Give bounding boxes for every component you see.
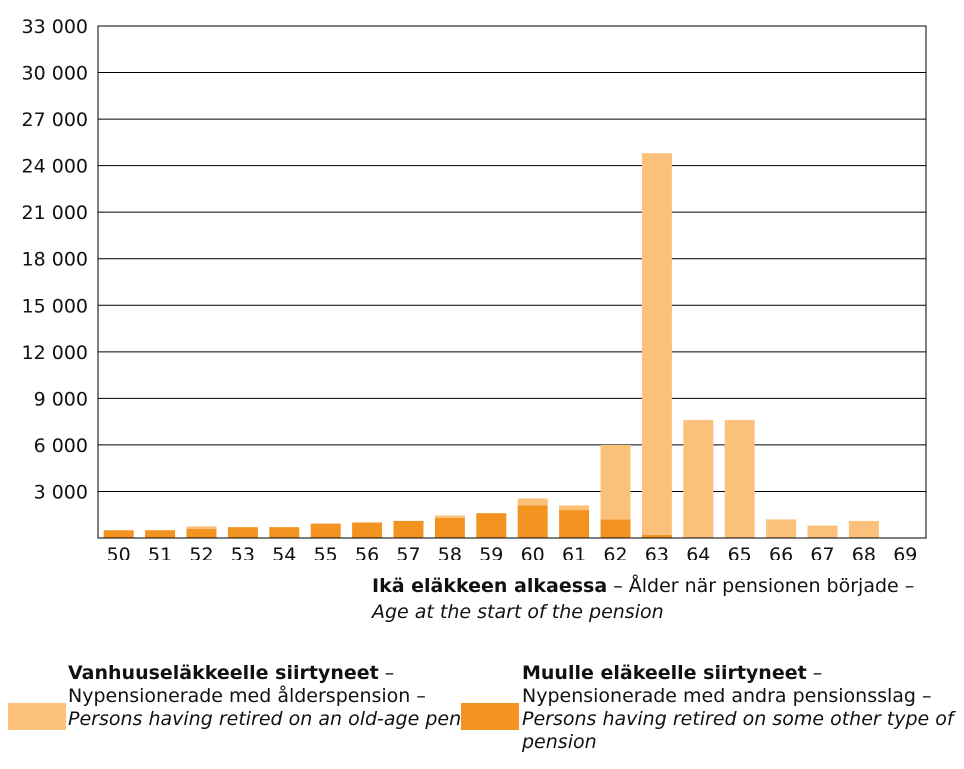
x-tick-label: 68 [852, 544, 876, 560]
x-tick-label: 51 [148, 544, 172, 560]
bar-old-age-65 [724, 420, 755, 538]
legend-old-age-fi-suffix: – [378, 662, 395, 684]
y-tick-label: 24 000 [22, 156, 88, 178]
legend-other-fi: Muulle eläkeelle siirtyneet [522, 662, 807, 684]
bars [103, 153, 879, 538]
x-tick-label: 50 [107, 544, 131, 560]
bar-other-61 [559, 510, 590, 538]
y-tick-labels: 3 000 6 000 9 000 12 000 15 000 18 000 21 000 2… [22, 16, 88, 503]
x-tick-label: 67 [810, 544, 834, 560]
x-tick-label: 63 [645, 544, 669, 560]
bar-old-age-52 [186, 526, 217, 529]
x-tick-label: 59 [479, 544, 503, 560]
bar-other-57 [393, 520, 424, 538]
legend-old-age-sv: Nypensionerade med ålderspension – [68, 685, 426, 707]
x-tick-label: 65 [728, 544, 752, 560]
bar-other-60 [517, 505, 548, 538]
bar-old-age-68 [848, 520, 879, 538]
x-tick-label: 61 [562, 544, 586, 560]
x-tick-label: 66 [769, 544, 793, 560]
y-tick-label: 12 000 [22, 342, 88, 364]
bar-old-age-55 [310, 523, 341, 525]
bar-other-54 [269, 527, 300, 538]
bar-other-58 [434, 517, 465, 538]
x-axis-title: Ikä eläkkeen alkaessa – Ålder när pensio… [372, 573, 914, 625]
x-tick-label: 62 [603, 544, 627, 560]
bar-other-55 [310, 524, 341, 538]
x-tick-label: 56 [355, 544, 379, 560]
bar-other-51 [145, 530, 176, 538]
x-axis-title-en: Age at the start of the pension [372, 601, 664, 623]
bar-other-52 [186, 528, 217, 538]
gridlines [98, 25, 926, 492]
x-axis-title-fi: Ikä eläkkeen alkaessa [372, 575, 608, 597]
y-tick-label: 9 000 [34, 388, 88, 410]
legend-old-age-fi: Vanhuuseläkkeelle siirtyneet [68, 662, 379, 684]
plot-frame [97, 25, 927, 539]
y-tick-label: 3 000 [34, 481, 88, 503]
bar-old-age-58 [434, 515, 465, 518]
x-tick-label: 54 [272, 544, 296, 560]
bar-old-age-60 [517, 498, 548, 506]
x-tick-label: 64 [686, 544, 710, 560]
legend-item-old-age: Vanhuuseläkkeelle siirtyneet – Nypension… [68, 662, 500, 731]
y-tick-label: 21 000 [22, 202, 88, 224]
legend-other-en: Persons having retired on some other typ… [522, 708, 954, 753]
legend-swatch-old-age [8, 703, 66, 730]
y-tick-label: 15 000 [22, 295, 88, 317]
legend-other-sv: Nypensionerade med andra pensionsslag – [522, 685, 932, 707]
legend-other-fi-suffix: – [806, 662, 823, 684]
x-tick-labels: 50 51 52 53 54 55 56 57 58 59 60 61 62 63 64 65 66 67 68 69 [107, 544, 918, 560]
bar-old-age-64 [683, 420, 714, 538]
legend-old-age-en: Persons having retired on an old-age pen… [68, 708, 500, 730]
y-tick-label: 27 000 [22, 109, 88, 131]
bar-chart: 3 000 6 000 9 000 12 000 15 000 18 000 21 000 2… [22, 16, 927, 560]
bar-other-56 [352, 522, 383, 538]
x-axis-title-sv: – Ålder när pensionen började – [607, 575, 915, 597]
x-tick-label: 53 [231, 544, 255, 560]
bar-old-age-61 [559, 505, 590, 511]
bar-old-age-67 [807, 525, 838, 538]
bar-old-age-62 [600, 444, 631, 520]
bar-other-50 [103, 530, 134, 538]
bar-old-age-66 [766, 519, 797, 538]
y-tick-label: 33 000 [22, 16, 88, 38]
bar-other-59 [476, 513, 507, 538]
x-tick-label: 57 [396, 544, 420, 560]
y-tick-label: 6 000 [34, 435, 88, 457]
bar-old-age-63 [641, 153, 672, 535]
legend-item-other: Muulle eläkeelle siirtyneet – Nypensione… [522, 662, 964, 754]
y-tick-label: 30 000 [22, 63, 88, 85]
bar-other-62 [600, 519, 631, 538]
legend-swatch-other [461, 703, 519, 730]
x-tick-label: 55 [314, 544, 338, 560]
x-tick-label: 58 [438, 544, 462, 560]
y-tick-label: 18 000 [22, 249, 88, 271]
bar-other-53 [227, 527, 258, 538]
x-tick-label: 60 [521, 544, 545, 560]
x-tick-label: 52 [189, 544, 213, 560]
bar-other-63 [641, 534, 672, 538]
x-tick-label: 69 [893, 544, 917, 560]
